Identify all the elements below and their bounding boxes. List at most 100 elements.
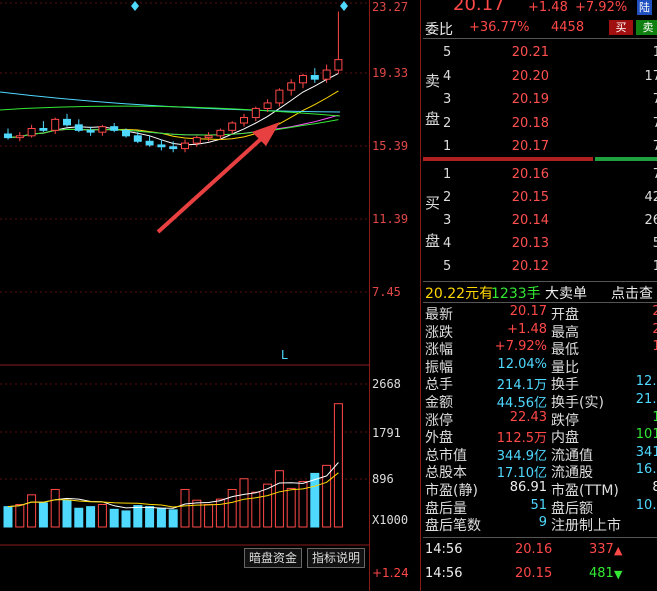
volume-bar: [15, 503, 25, 528]
volume-bar: [251, 491, 261, 528]
candle-body: [145, 140, 154, 146]
divider: [423, 537, 657, 538]
stat-key: 最低: [551, 342, 579, 359]
bid-row-5[interactable]: 5 20.12 1: [443, 259, 657, 274]
candle-body: [51, 118, 60, 131]
stat-key: 金额: [425, 395, 453, 411]
candle-body: [192, 137, 201, 144]
order-diff-value: 4458: [551, 20, 585, 35]
up-arrow-icon: ▲: [614, 544, 623, 557]
candle-body: [39, 128, 48, 131]
ask-row-3[interactable]: 3 20.19 7: [443, 92, 657, 107]
volume-bar: [274, 470, 284, 528]
stat-value: 20.: [652, 304, 657, 319]
volume-bar: [227, 488, 237, 528]
stat-key: 最新: [425, 307, 453, 323]
tick-time: 14:56: [425, 566, 463, 581]
stat-key: 盘后量: [425, 500, 467, 517]
volume-axis-label: 1791: [372, 426, 401, 440]
volume-unit-label: X1000: [372, 513, 409, 527]
lower-axis-label: +1.24: [372, 566, 409, 580]
big-order-qty: 1233手: [491, 286, 541, 302]
dark-fund-button[interactable]: 暗盘资金: [244, 548, 303, 568]
ask-strength-bar: [423, 157, 593, 161]
bid-row-3[interactable]: 3 20.14 26: [443, 213, 657, 228]
bid-strength-bar: [595, 157, 657, 161]
candle-body: [263, 102, 272, 109]
ask-row-1[interactable]: 1 20.17 7: [443, 139, 657, 154]
down-arrow-icon: ▼: [614, 568, 623, 581]
candle-body: [169, 146, 178, 150]
candle-body: [122, 129, 130, 137]
bid-row-4[interactable]: 4 20.13 5: [443, 236, 657, 251]
volume-bar: [62, 499, 72, 528]
volume-bar: [74, 507, 84, 528]
volume-bar: [298, 480, 308, 528]
stat-value: +7.92%: [494, 339, 547, 355]
stat-value: 112.5万: [496, 431, 547, 447]
ask-row-5[interactable]: 5 20.21 1: [443, 45, 657, 60]
axis-separator: [369, 0, 370, 591]
candle-body: [240, 117, 248, 124]
quote-panel: 20.17 +1.48 +7.92% 陆 委比 +36.77% 4458 买 卖…: [423, 0, 657, 591]
stat-value: 14.: [652, 409, 657, 425]
bid-side-label: 买 盘: [425, 194, 441, 250]
candle-body: [86, 129, 95, 133]
volume-bar: [97, 503, 107, 528]
volume-bar: [180, 488, 190, 528]
candle-body: [322, 69, 331, 80]
stat-value: 44.56亿: [496, 396, 547, 411]
kline-chart[interactable]: [0, 0, 370, 591]
stat-key: 涨停: [425, 412, 453, 429]
stat-key: 涨幅: [425, 342, 453, 359]
ask-row-4[interactable]: 4 20.20 17: [443, 69, 657, 84]
stat-value: 19.: [652, 339, 657, 355]
moving-average-line: [7, 119, 339, 139]
diamond-icon: [340, 1, 348, 11]
bid-row-2[interactable]: 2 20.15 42: [443, 190, 657, 205]
panel-separator: [420, 0, 421, 591]
volume-bar: [3, 506, 13, 528]
moving-average-line: [0, 91, 341, 113]
candle-body: [299, 75, 307, 84]
stat-key: 换手: [551, 377, 579, 394]
tick-price: 20.15: [515, 566, 553, 581]
bid-row-1[interactable]: 1 20.16 7: [443, 167, 657, 182]
candle-body: [181, 142, 189, 150]
stat-value: 51: [530, 497, 547, 513]
stat-value: 22.: [652, 321, 657, 337]
stat-key: 总市值: [425, 447, 467, 464]
big-order-link[interactable]: 点击查: [611, 286, 653, 302]
volume-bar: [286, 487, 296, 528]
volume-bar: [310, 472, 320, 528]
price-header: 20.17 +1.48 +7.92% 陆: [423, 0, 657, 18]
tick-row: 14:56 20.16 337 ▲: [423, 542, 657, 564]
tick-volume: 337: [589, 542, 614, 557]
tick-time: 14:56: [425, 542, 463, 557]
big-order-row[interactable]: 20.22元有 1233手 大卖单 点击查: [423, 283, 657, 303]
sell-button[interactable]: 卖: [636, 20, 657, 35]
big-order-price: 20.22元有: [425, 286, 494, 302]
buy-button[interactable]: 买: [609, 20, 633, 35]
price-change-pct: +7.92%: [575, 0, 628, 15]
candle-body: [216, 129, 225, 137]
stat-value: 20.17: [509, 304, 547, 319]
stat-key: 最高: [551, 324, 579, 341]
volume-bar: [322, 464, 332, 528]
stat-value: 344.9亿: [496, 448, 547, 464]
stat-key: 跌停: [551, 412, 579, 429]
indicator-help-button[interactable]: 指标说明: [307, 548, 366, 568]
ask-row-2[interactable]: 2 20.18 7: [443, 116, 657, 131]
moving-average-line: [0, 105, 341, 117]
stat-row: 最新 20.17 开盘 20.: [423, 304, 657, 323]
stat-value: 86.91: [509, 480, 547, 495]
connect-tag: 陆: [637, 0, 652, 15]
price-axis-label: 7.45: [372, 285, 401, 299]
annotation-arrow: [156, 136, 264, 234]
big-order-label: 大卖单: [545, 286, 587, 302]
volume-bar: [156, 507, 166, 528]
stat-key: 总手: [425, 377, 453, 394]
